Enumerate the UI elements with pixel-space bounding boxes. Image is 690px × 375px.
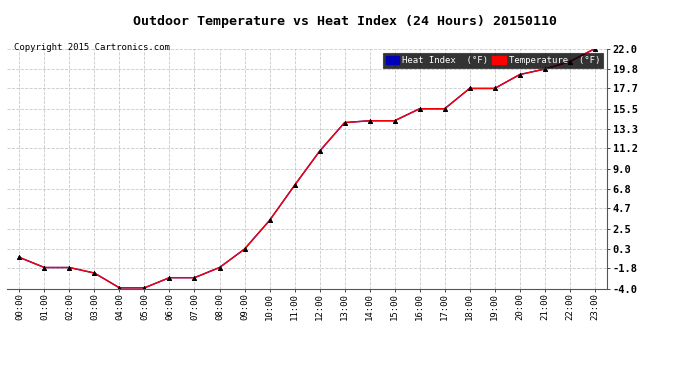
Text: Outdoor Temperature vs Heat Index (24 Hours) 20150110: Outdoor Temperature vs Heat Index (24 Ho… — [133, 15, 557, 28]
Legend: Heat Index  (°F), Temperature  (°F): Heat Index (°F), Temperature (°F) — [383, 53, 602, 68]
Text: Copyright 2015 Cartronics.com: Copyright 2015 Cartronics.com — [14, 43, 170, 52]
